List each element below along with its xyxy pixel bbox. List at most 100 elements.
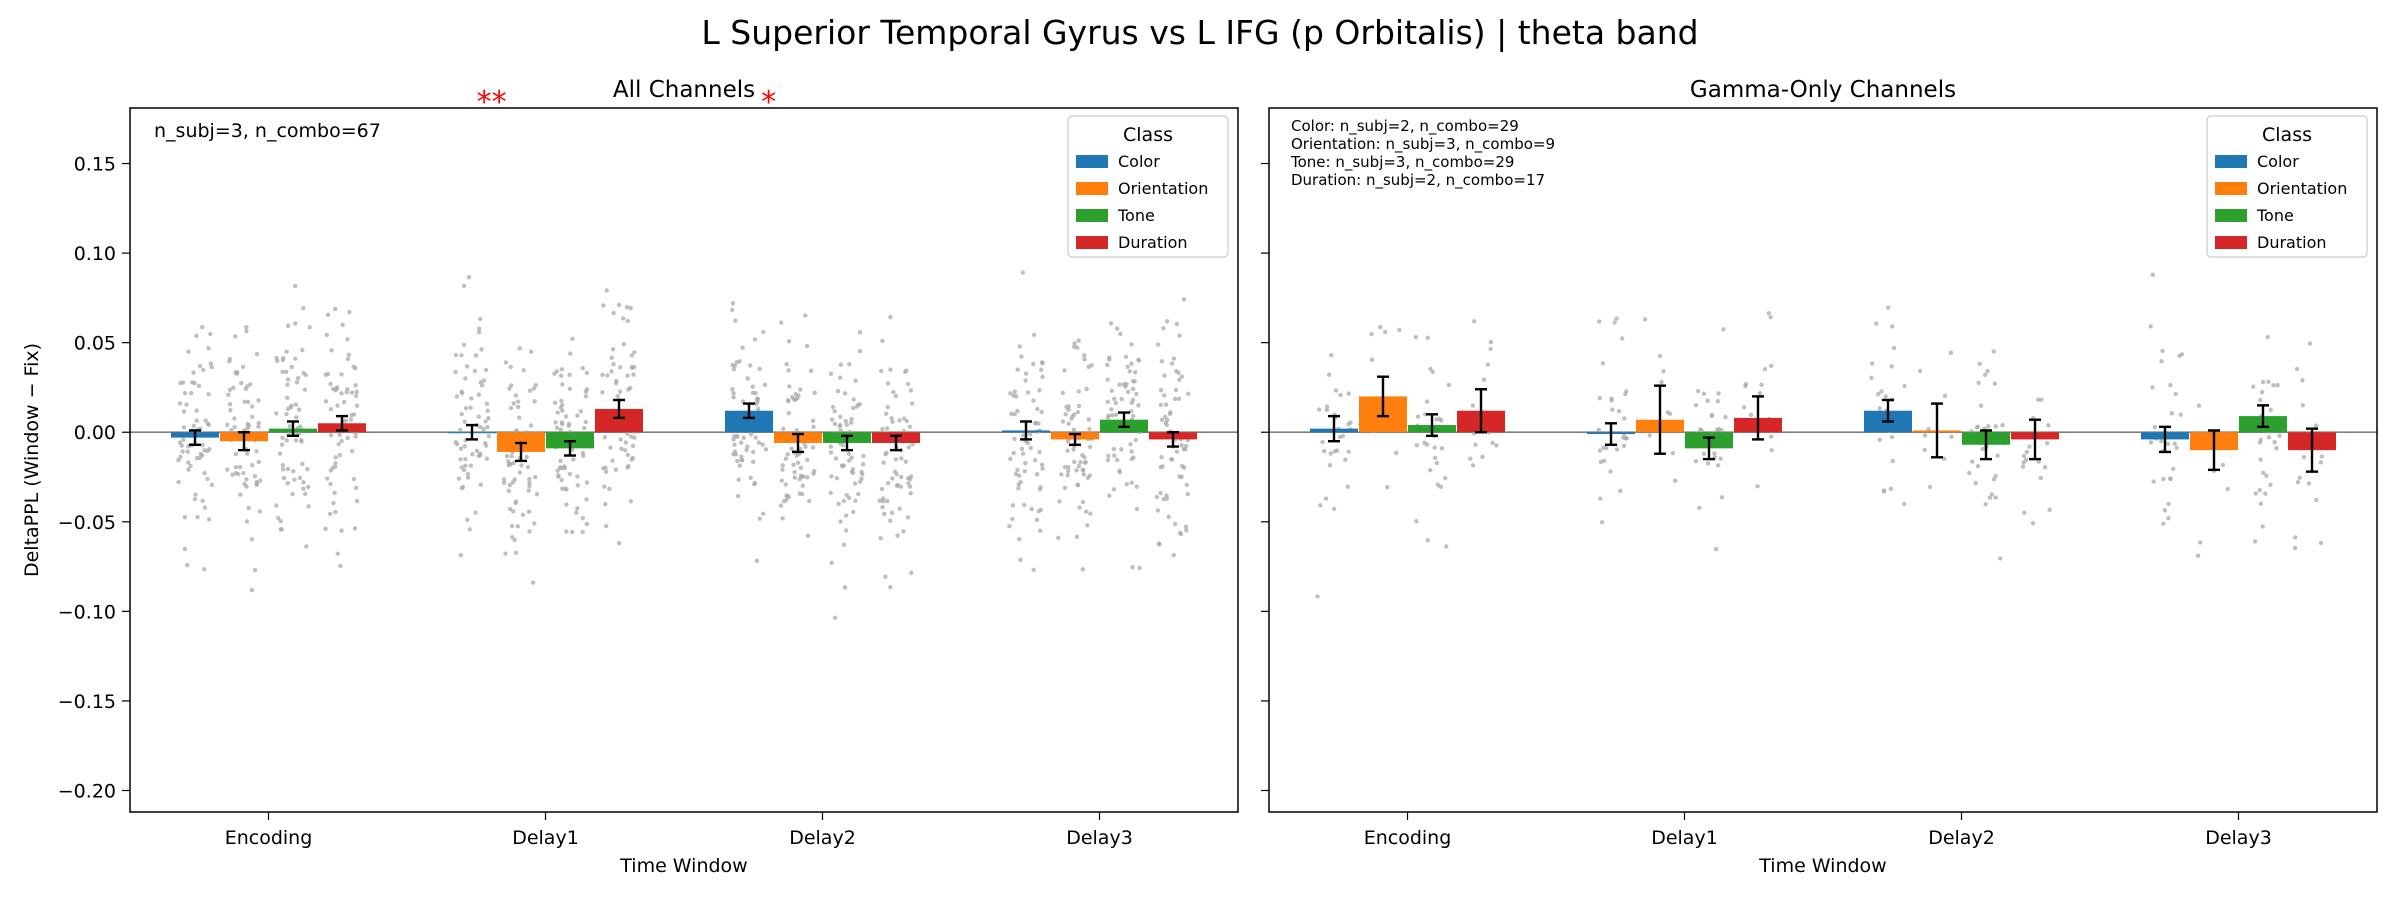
data-point (1107, 493, 1112, 498)
sample-annotation-line: Orientation: n_subj=3, n_combo=9 (1291, 135, 1555, 154)
data-point (1128, 409, 1134, 414)
data-point (1065, 472, 1070, 478)
data-point (1705, 398, 1710, 403)
data-point (1369, 357, 1375, 362)
data-point (1619, 336, 1625, 341)
data-point (901, 529, 906, 534)
data-point (252, 474, 258, 479)
data-point (1063, 412, 1068, 417)
data-point (1326, 372, 1332, 377)
legend-swatch (2215, 209, 2247, 222)
significance-marker: ** (477, 85, 507, 120)
data-point (1081, 468, 1086, 473)
data-point (880, 505, 885, 510)
data-point (622, 447, 628, 453)
data-point (232, 424, 237, 430)
data-point (842, 391, 848, 396)
data-point (1057, 499, 1062, 504)
data-point (846, 458, 852, 463)
data-point (1159, 454, 1164, 460)
data-point (610, 458, 615, 463)
data-point (834, 475, 840, 481)
data-point (1992, 381, 1998, 386)
legend-swatch (1076, 182, 1108, 195)
data-point (879, 486, 885, 492)
data-point (623, 440, 629, 445)
data-point (552, 400, 558, 405)
data-point (1716, 391, 1721, 396)
data-point (1434, 460, 1440, 466)
data-point (463, 376, 468, 381)
data-point (1318, 503, 1323, 508)
data-point (564, 502, 569, 507)
data-point (786, 339, 792, 344)
data-point (829, 560, 834, 566)
data-point (1759, 382, 1764, 387)
data-point (1977, 361, 1982, 366)
data-point (574, 510, 579, 515)
data-point (1013, 471, 1019, 477)
data-point (843, 418, 848, 424)
data-point (786, 398, 791, 404)
data-point (878, 368, 884, 374)
data-point (208, 361, 214, 366)
data-point (889, 510, 895, 516)
data-point (225, 422, 230, 427)
data-point (1158, 388, 1164, 393)
data-point (1320, 439, 1325, 445)
data-point (292, 477, 297, 482)
data-point (857, 402, 863, 407)
data-point (180, 449, 185, 454)
data-point (1012, 411, 1017, 417)
data-point (1077, 505, 1082, 510)
data-point (2268, 482, 2273, 488)
data-point (2046, 423, 2051, 428)
data-point (478, 482, 483, 487)
series-color (171, 402, 1050, 446)
data-point (1158, 402, 1164, 408)
y-tick-label: 0.00 (74, 422, 116, 444)
data-point (1169, 457, 1175, 462)
data-point (1883, 394, 1888, 399)
data-point (455, 441, 460, 447)
data-point (503, 551, 508, 556)
data-point (2300, 403, 2306, 408)
data-point (1980, 446, 1985, 452)
data-point (248, 382, 253, 387)
data-point (556, 474, 561, 479)
data-point (1723, 414, 1728, 420)
data-point (1112, 396, 1117, 402)
data-point (1065, 448, 1070, 453)
data-point (463, 406, 469, 411)
data-point (605, 373, 610, 378)
data-point (1942, 393, 1948, 399)
data-point (880, 496, 886, 501)
data-point (1927, 484, 1933, 490)
data-point (619, 446, 624, 452)
data-point (1162, 373, 1167, 378)
data-point (325, 312, 331, 318)
data-point (735, 434, 740, 439)
data-point (1614, 316, 1619, 321)
data-point (256, 420, 262, 426)
data-point (632, 364, 637, 370)
data-point (1768, 434, 1774, 439)
data-point (525, 464, 531, 470)
x-tick-label: Delay2 (789, 827, 856, 849)
legend-label: Orientation (2257, 179, 2347, 198)
data-point (1324, 407, 1330, 412)
data-point (193, 492, 198, 497)
data-point (857, 330, 863, 335)
data-point (508, 462, 513, 467)
data-point (517, 470, 523, 475)
data-point (1062, 368, 1067, 373)
data-point (1179, 463, 1185, 469)
data-point (324, 332, 330, 338)
data-point (244, 484, 249, 489)
data-point (257, 509, 262, 514)
data-point (2174, 445, 2179, 451)
data-point (189, 390, 194, 396)
data-point (339, 372, 344, 377)
y-tick-label: −0.05 (58, 512, 116, 534)
data-point (2293, 535, 2298, 540)
